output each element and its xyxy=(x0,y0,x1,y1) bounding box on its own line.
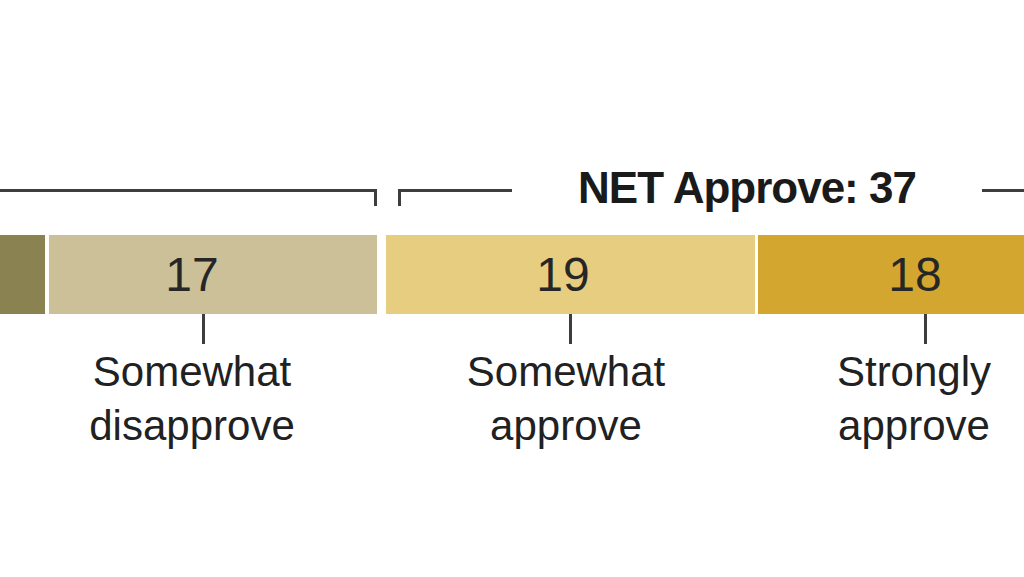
tick-strongly-approve xyxy=(924,314,927,344)
net-approve-label: NET Approve: 37 xyxy=(512,163,982,213)
bar-value-somewhat-disapprove: 17 xyxy=(132,235,252,314)
bar-segment-cutoff-left xyxy=(0,235,45,314)
bar-value-strongly-approve: 18 xyxy=(855,235,975,314)
label-line: Strongly xyxy=(734,345,1024,399)
label-line: approve xyxy=(386,399,746,453)
label-strongly-approve: Strongly approve xyxy=(734,345,1024,453)
label-line: Somewhat xyxy=(386,345,746,399)
net-approve-bracket-right xyxy=(982,189,1024,206)
label-somewhat-disapprove: Somewhat disapprove xyxy=(12,345,372,453)
label-line: Somewhat xyxy=(12,345,372,399)
tick-somewhat-disapprove xyxy=(202,314,205,344)
tick-somewhat-approve xyxy=(569,314,572,344)
label-somewhat-approve: Somewhat approve xyxy=(386,345,746,453)
label-line: disapprove xyxy=(12,399,372,453)
net-approve-bracket-left xyxy=(398,189,512,206)
label-line: approve xyxy=(734,399,1024,453)
net-disapprove-bracket xyxy=(0,189,377,206)
bar-value-somewhat-approve: 19 xyxy=(503,235,623,314)
approval-chart: NET Approve: 37 17 19 18 Somewhat disapp… xyxy=(0,0,1024,577)
